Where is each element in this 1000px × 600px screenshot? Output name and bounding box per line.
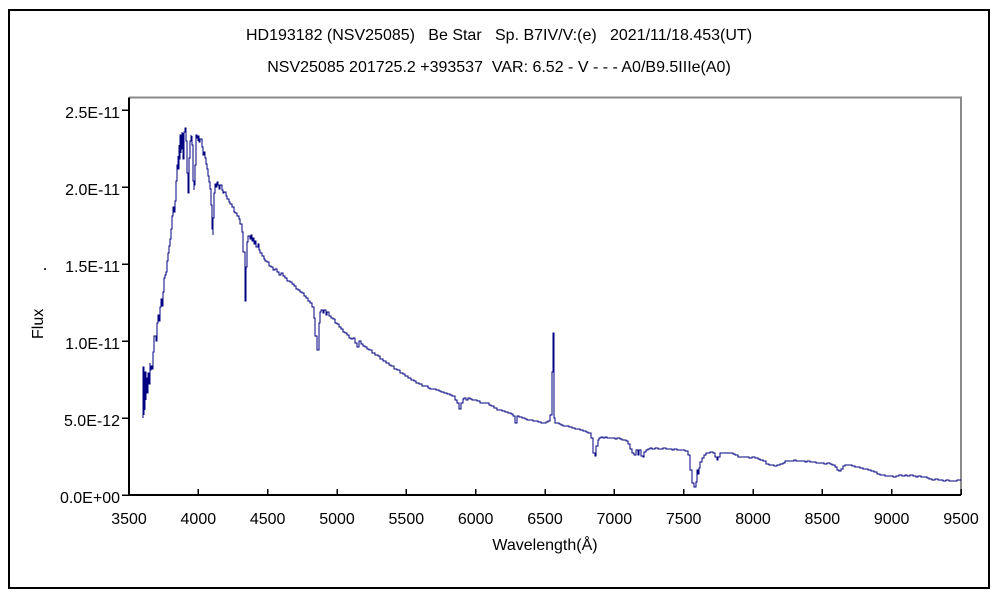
x-tick-label-7000: 7000 [596,511,633,528]
y-axis-label: Flux [30,308,47,339]
x-tick-label-8000: 8000 [735,511,771,528]
stray-mark [44,268,46,270]
y-tick-label-5: 2.5E-11 [65,105,120,122]
x-tick-label-5000: 5000 [319,511,355,528]
x-tick-label-6000: 6000 [457,511,494,528]
x-tick-label-6500: 6500 [527,511,563,528]
x-tick-label-5500: 5500 [388,511,425,528]
x-tick-label-7500: 7500 [665,511,702,528]
plot-frame-top-right [129,96,962,495]
x-tick-label-3500: 3500 [111,511,147,528]
chart-subtitle: NSV25085 201725.2 +393537 VAR: 6.52 - V … [267,59,731,76]
y-tick-label-1: 5.0E-12 [63,413,120,430]
chart-title: HD193182 (NSV25085) Be Star Sp. B7IV/V:(… [245,27,753,44]
y-tick-label-0: 0.0E+00 [59,490,120,507]
y-tick-label-2: 1.0E-11 [65,336,120,353]
spectrum-line [142,127,961,488]
figure-border [8,9,990,589]
plot-axes [128,97,961,496]
x-tick-label-9500: 9500 [943,511,979,528]
x-tick-label-9000: 9000 [873,511,910,528]
y-tick-label-3: 1.5E-11 [65,259,120,276]
x-axis-label: Wavelength(Å) [492,537,598,554]
x-tick-label-4500: 4500 [249,511,286,528]
x-tick-label-8500: 8500 [804,511,841,528]
y-tick-label-4: 2.0E-11 [65,182,120,199]
x-tick-label-4000: 4000 [180,511,217,528]
